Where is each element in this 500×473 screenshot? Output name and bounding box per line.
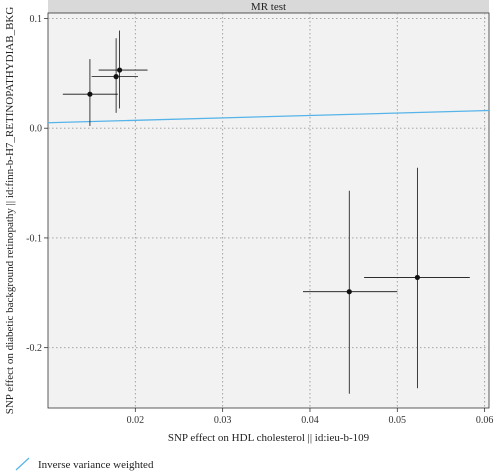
legend: Inverse variance weighted bbox=[15, 457, 154, 471]
legend-key-line bbox=[15, 457, 30, 471]
x-tick-label: 0.06 bbox=[476, 415, 494, 426]
y-tick-label: -0.2 bbox=[26, 343, 42, 354]
data-point bbox=[113, 74, 119, 80]
y-gridlines bbox=[48, 18, 489, 349]
data-point bbox=[414, 274, 420, 281]
x-axis-title: SNP effect on HDL cholesterol || id:ieu-… bbox=[168, 432, 370, 444]
regression-lines bbox=[47, 109, 490, 124]
x-gridlines bbox=[134, 13, 486, 408]
x-axis-ticks: 0.02 0.03 0.04 0.05 0.06 bbox=[127, 408, 494, 426]
y-tick-label: 0.0 bbox=[30, 124, 43, 135]
strip-background bbox=[48, 0, 489, 13]
y-axis-ticks: -0.2 -0.1 0.0 0.1 bbox=[26, 14, 48, 354]
plot-panel-border bbox=[47, 12, 490, 409]
x-tick-label: 0.02 bbox=[127, 415, 145, 426]
x-tick-label: 0.04 bbox=[301, 415, 319, 426]
y-axis-title: SNP effect on diabetic background retino… bbox=[4, 7, 16, 415]
data-point bbox=[87, 91, 93, 97]
data-point bbox=[117, 67, 123, 73]
plot-panel bbox=[48, 13, 489, 408]
data-points bbox=[87, 67, 420, 295]
legend-label: Inverse variance weighted bbox=[38, 459, 154, 471]
ivw-regression-line bbox=[47, 109, 490, 124]
data-point bbox=[346, 289, 352, 295]
x-tick-label: 0.05 bbox=[389, 415, 407, 426]
x-tick-label: 0.03 bbox=[214, 415, 232, 426]
y-tick-label: 0.1 bbox=[30, 14, 43, 25]
strip-title: MR test bbox=[251, 1, 286, 13]
y-tick-label: -0.1 bbox=[26, 233, 42, 244]
